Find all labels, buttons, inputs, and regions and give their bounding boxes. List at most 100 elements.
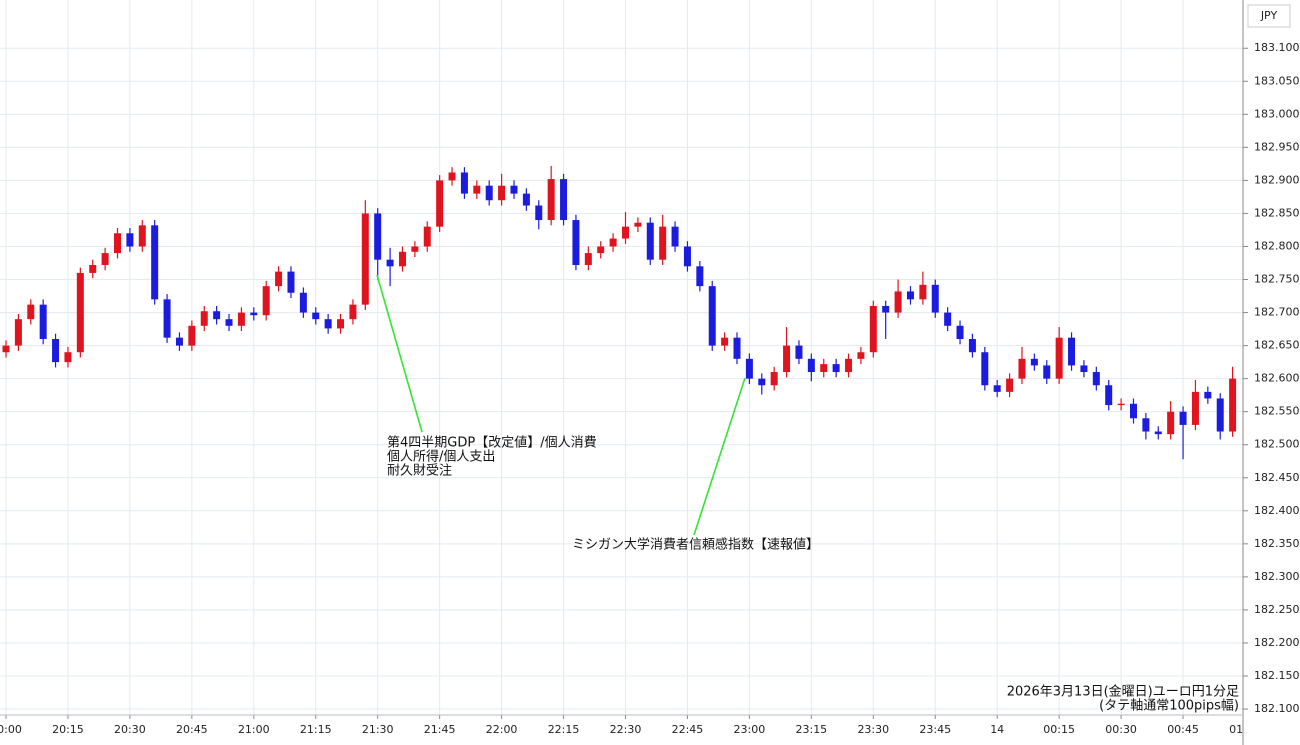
candle-body <box>287 271 295 293</box>
candle-body <box>944 312 952 326</box>
footer-line: (タテ軸通常100pips幅) <box>1099 699 1239 714</box>
candle-body <box>374 213 382 260</box>
annotation-line <box>693 377 746 536</box>
candle-body <box>213 311 221 320</box>
footer-line: 2026年3月13日(金曜日)ユーロ円1分足 <box>1007 684 1239 700</box>
candle-body <box>1018 358 1026 379</box>
candle-body <box>1080 365 1088 373</box>
candle-body <box>312 312 320 320</box>
candle-body <box>832 364 840 373</box>
annotation-text: ミシガン大学消費者信頼感指数【速報値】 <box>572 537 819 553</box>
candle-body <box>188 325 196 346</box>
candle-body <box>535 205 543 221</box>
x-tick-label: 21:30 <box>362 723 394 736</box>
y-tick-label: 182.500 <box>1254 438 1300 451</box>
candle-body <box>906 291 914 300</box>
candle-body <box>993 385 1001 392</box>
candle-body <box>1030 358 1038 366</box>
candle-body <box>498 185 506 201</box>
x-tick-label: 22:00 <box>486 723 518 736</box>
candle-body <box>671 226 679 247</box>
candle-body <box>76 272 84 353</box>
candle-body <box>324 319 332 329</box>
candle-body <box>919 284 927 300</box>
candle-body <box>547 179 555 221</box>
x-tick-label: 22:45 <box>672 723 704 736</box>
candle-body <box>1191 391 1199 425</box>
candle-body <box>869 305 877 353</box>
candle-body <box>250 312 258 316</box>
candle-body <box>101 253 109 265</box>
x-tick-label: 21:45 <box>424 723 456 736</box>
candle-body <box>659 226 667 260</box>
y-tick-label: 183.000 <box>1254 107 1300 120</box>
candle-body <box>510 185 518 194</box>
currency-label: JPY <box>1260 9 1278 22</box>
candle-body <box>857 352 865 359</box>
candle-body <box>2 345 10 353</box>
candle-body <box>560 179 568 221</box>
y-tick-label: 183.100 <box>1254 41 1300 54</box>
x-tick-label: 23:00 <box>734 723 766 736</box>
x-tick-label: 23:45 <box>919 723 951 736</box>
candle-body <box>39 304 47 339</box>
candle-body <box>262 286 270 316</box>
candle-body <box>646 222 654 260</box>
x-tick-label: 14 <box>990 723 1004 736</box>
y-tick-label: 182.700 <box>1254 306 1300 319</box>
x-tick-label: 22:30 <box>610 723 642 736</box>
candle-body <box>1092 372 1100 386</box>
candle-body <box>237 312 245 326</box>
x-tick-label: 00:15 <box>1043 723 1075 736</box>
annotation-text: 第4四半期GDP【改定値】/個人消費 <box>387 435 597 451</box>
candle-body <box>1229 378 1237 432</box>
annotation-line <box>376 274 423 433</box>
candle-body <box>1154 431 1162 435</box>
x-tick-label: 23:30 <box>857 723 889 736</box>
x-tick-label: 20:30 <box>114 723 146 736</box>
candle-body <box>622 226 629 239</box>
candle-body <box>745 358 753 379</box>
candle-body <box>807 358 815 373</box>
candle-body <box>485 185 493 201</box>
y-tick-label: 182.550 <box>1254 405 1300 418</box>
candle-body <box>783 345 791 373</box>
candle-body <box>1204 391 1212 399</box>
candle-body <box>733 337 741 359</box>
candle-body <box>522 193 530 206</box>
candle-body <box>1179 411 1187 425</box>
candle-body <box>436 180 444 227</box>
candle-body <box>1142 418 1150 432</box>
y-tick-label: 182.600 <box>1254 372 1300 385</box>
currency-box <box>1247 4 1291 28</box>
candle-body <box>683 246 691 267</box>
y-tick-label: 182.900 <box>1254 173 1300 186</box>
candle-body <box>299 292 307 313</box>
candle-body <box>572 220 580 265</box>
candle-body <box>968 338 976 353</box>
candle-body <box>14 319 22 346</box>
candle-body <box>398 251 406 267</box>
candle-body <box>337 319 345 329</box>
y-tick-label: 182.750 <box>1254 273 1300 286</box>
y-tick-label: 182.200 <box>1254 636 1300 649</box>
candle-body <box>1129 403 1137 419</box>
candle-body <box>1167 411 1175 435</box>
x-tick-label: 21:15 <box>300 723 332 736</box>
candle-body <box>956 325 964 339</box>
candle-body <box>1043 365 1051 379</box>
annotation-text: 個人所得/個人支出 <box>387 449 495 465</box>
candle-body <box>89 264 97 273</box>
x-tick-label: 21:00 <box>238 723 270 736</box>
candle-body <box>708 286 716 346</box>
candle-body <box>411 246 419 252</box>
candle-body <box>361 213 369 305</box>
candle-body <box>460 172 468 194</box>
candle-body <box>609 238 617 247</box>
y-tick-label: 182.450 <box>1254 471 1300 484</box>
candle-body <box>1055 337 1063 379</box>
candle-body <box>981 352 989 386</box>
candle-body <box>770 372 778 386</box>
